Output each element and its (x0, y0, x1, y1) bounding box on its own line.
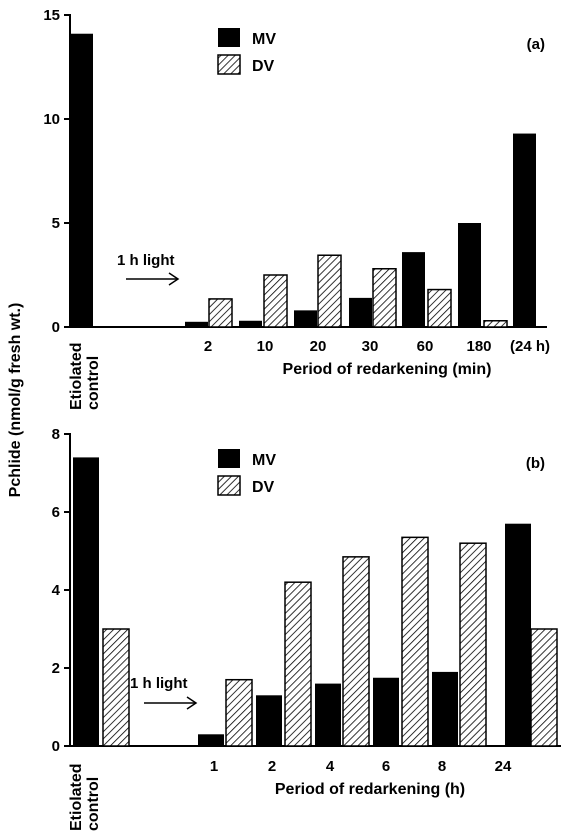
panel-b-y-tick-label: 6 (52, 504, 60, 521)
panel-a-bar-mv-control (70, 33, 93, 327)
panel-b-control-label-line1: Etiolated (68, 763, 85, 831)
panel-b-x-tick-label: 1 (210, 758, 218, 775)
panel-a-bar-mv-(24 h) (513, 133, 536, 327)
panel-a-label: (a) (527, 36, 545, 53)
panel-a-bar-mv-180 (458, 223, 481, 327)
panel-a-bar-dv-10 (263, 274, 288, 328)
panel-b-legend: MV DV (217, 449, 276, 496)
panel-a-x-tick-label: (24 h) (510, 338, 550, 355)
panel-b-bar-dv-24 (530, 628, 558, 747)
panel-b-label: (b) (526, 455, 545, 472)
panel-a-x-tick-label: 10 (257, 338, 274, 355)
panel-b-bar-mv-4 (315, 683, 341, 746)
panel-b-bar-dv-control (102, 628, 130, 747)
panel-b-bar-mv-6 (373, 677, 399, 746)
legend-swatch-mv (218, 28, 240, 47)
panel-a-control-label: Etiolated control (68, 342, 102, 410)
panel-b-bar-mv-2 (256, 695, 282, 746)
panel-a-bar-dv-20 (317, 254, 342, 328)
legend-swatch-mv (218, 449, 240, 468)
panel-a-x-tick-labels: 2 10 20 30 60 180 (24 h) (204, 338, 550, 355)
panel-a-bar-dv-2 (208, 298, 233, 328)
panel-b-bar-mv-1 (198, 734, 224, 746)
panel-b-bar-dv-6 (401, 536, 429, 747)
panel-a-y-tick-label: 15 (43, 7, 60, 24)
arrow-head-icon (186, 696, 198, 710)
panel-a-bar-mv-30 (349, 297, 372, 327)
panel-a-legend: MV DV (217, 28, 276, 75)
panel-a: 0 5 10 15 2 10 20 30 60 180 (24 h) Perio… (43, 7, 550, 410)
panel-b-control-label: Etiolated control (68, 763, 102, 831)
panel-b-bar-mv-24 (505, 523, 531, 746)
panel-b-x-tick-labels: 1 2 4 6 8 24 (210, 758, 512, 775)
panel-b-x-tick-label: 8 (438, 758, 446, 775)
panel-b-annotation: 1 h light (130, 675, 198, 710)
panel-b-control-label-line2: control (85, 777, 102, 831)
legend-swatch-dv (217, 54, 241, 75)
panel-b-x-tick-label: 2 (268, 758, 276, 775)
panel-b-bars (73, 457, 558, 747)
panel-a-bar-mv-2 (185, 321, 208, 327)
panel-b-x-tick-label: 6 (382, 758, 390, 775)
panel-a-control-label-line2: control (85, 356, 102, 410)
panel-b-bar-dv-4 (342, 556, 370, 747)
panel-a-bar-dv-180 (483, 320, 508, 328)
panel-a-y-tick-label: 10 (43, 111, 60, 128)
panel-b-y-ticks: 0 2 4 6 8 (52, 426, 70, 755)
panel-a-bar-mv-20 (294, 310, 317, 327)
panel-a-bars (70, 33, 536, 328)
legend-label-dv: DV (252, 58, 275, 75)
panel-a-control-label-line1: Etiolated (68, 342, 85, 410)
panel-a-bar-mv-60 (402, 252, 425, 327)
panel-a-y-ticks: 0 5 10 15 (43, 7, 70, 336)
panel-a-x-tick-label: 60 (417, 338, 434, 355)
panel-b-bar-dv-1 (225, 678, 253, 747)
panel-b-bar-mv-control (73, 457, 99, 746)
legend-swatch-dv (217, 475, 241, 496)
panel-b-x-axis-title: Period of redarkening (h) (275, 781, 465, 798)
panel-a-bar-dv-30 (372, 268, 397, 328)
panel-b-y-tick-label: 2 (52, 660, 60, 677)
legend-label-mv: MV (252, 452, 276, 469)
panel-b-x-tick-label: 4 (326, 758, 335, 775)
panel-a-light-label: 1 h light (117, 252, 175, 269)
panel-a-bar-dv-60 (427, 288, 452, 328)
arrow-head-icon (168, 272, 180, 286)
panel-b: 0 2 4 6 8 1 2 4 6 8 24 Period of redarke… (52, 426, 561, 831)
panel-b-bar-dv-2 (284, 581, 312, 747)
panel-b-bar-dv-8 (459, 542, 487, 747)
panel-b-y-tick-label: 8 (52, 426, 60, 443)
legend-label-dv: DV (252, 479, 275, 496)
legend-label-mv: MV (252, 31, 276, 48)
panel-b-bar-mv-8 (432, 671, 458, 746)
panel-a-y-tick-label: 0 (52, 319, 60, 336)
y-axis-title: Pchlide (nmol/g fresh wt.) (7, 303, 24, 498)
panel-a-x-tick-label: 20 (310, 338, 327, 355)
panel-b-light-label: 1 h light (130, 675, 188, 692)
panel-b-y-tick-label: 0 (52, 738, 60, 755)
panel-b-y-tick-label: 4 (52, 582, 61, 599)
panel-a-bar-mv-10 (239, 320, 262, 327)
panel-a-x-tick-label: 2 (204, 338, 212, 355)
panel-a-x-tick-label: 180 (466, 338, 491, 355)
panel-a-y-tick-label: 5 (52, 215, 60, 232)
panel-b-x-tick-label: 24 (495, 758, 512, 775)
panel-a-annotation: 1 h light (117, 252, 180, 286)
panel-a-x-tick-label: 30 (362, 338, 379, 355)
panel-a-x-axis-title: Period of redarkening (min) (283, 361, 492, 378)
